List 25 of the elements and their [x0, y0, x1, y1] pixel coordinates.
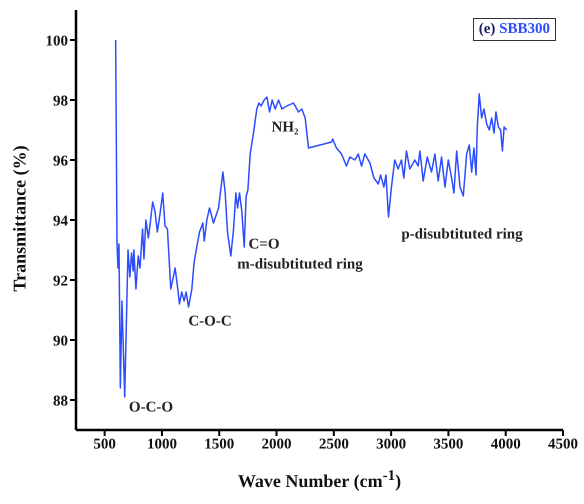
- y-axis-title: Transmittance (%): [10, 144, 30, 294]
- annotation: C-O-C: [188, 313, 232, 330]
- x-axis-title: Wave Number (cm$^{-1}$): [236, 468, 402, 492]
- x-tick-label: 4000: [490, 436, 521, 453]
- y-tick-label: 94: [53, 213, 68, 230]
- x-tick-label: 4500: [548, 436, 578, 453]
- x-tick-label: 1500: [204, 436, 234, 453]
- y-tick-label: 96: [53, 153, 68, 170]
- annotation: NH₂: [272, 119, 299, 136]
- x-tick-label: 2500: [318, 436, 349, 453]
- x-tick-label: 3500: [433, 436, 464, 453]
- y-tick-label: 98: [53, 93, 68, 110]
- x-tick-label: 2000: [262, 436, 292, 453]
- y-tick-label: 92: [53, 273, 68, 290]
- annotation: C=O: [248, 236, 280, 252]
- x-tick-label: 1000: [146, 436, 177, 453]
- x-tick-label: 3000: [376, 436, 406, 453]
- y-tick-label: 88: [53, 393, 68, 410]
- y-tick-label: 90: [53, 333, 68, 350]
- annotation: p-disubtituted ring: [401, 226, 524, 242]
- text: (e) SBB300: [478, 21, 550, 37]
- annotation: m-disubtituted ring: [237, 256, 364, 272]
- y-tick-label: 100: [46, 33, 68, 50]
- annotation: O-C-O: [128, 399, 174, 416]
- x-tick-label: 500: [93, 436, 116, 453]
